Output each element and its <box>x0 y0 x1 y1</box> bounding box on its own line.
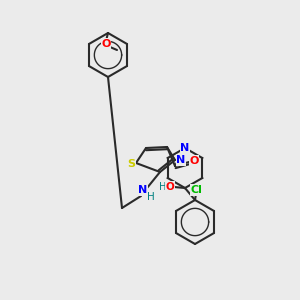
Text: Cl: Cl <box>190 185 202 195</box>
Text: N: N <box>138 185 148 195</box>
Text: S: S <box>127 159 135 169</box>
Text: N: N <box>180 143 190 153</box>
Text: H: H <box>147 192 155 202</box>
Text: O: O <box>189 156 199 166</box>
Text: O: O <box>166 182 174 191</box>
Text: H: H <box>159 182 167 192</box>
Text: O: O <box>101 39 111 49</box>
Text: N: N <box>176 155 186 165</box>
